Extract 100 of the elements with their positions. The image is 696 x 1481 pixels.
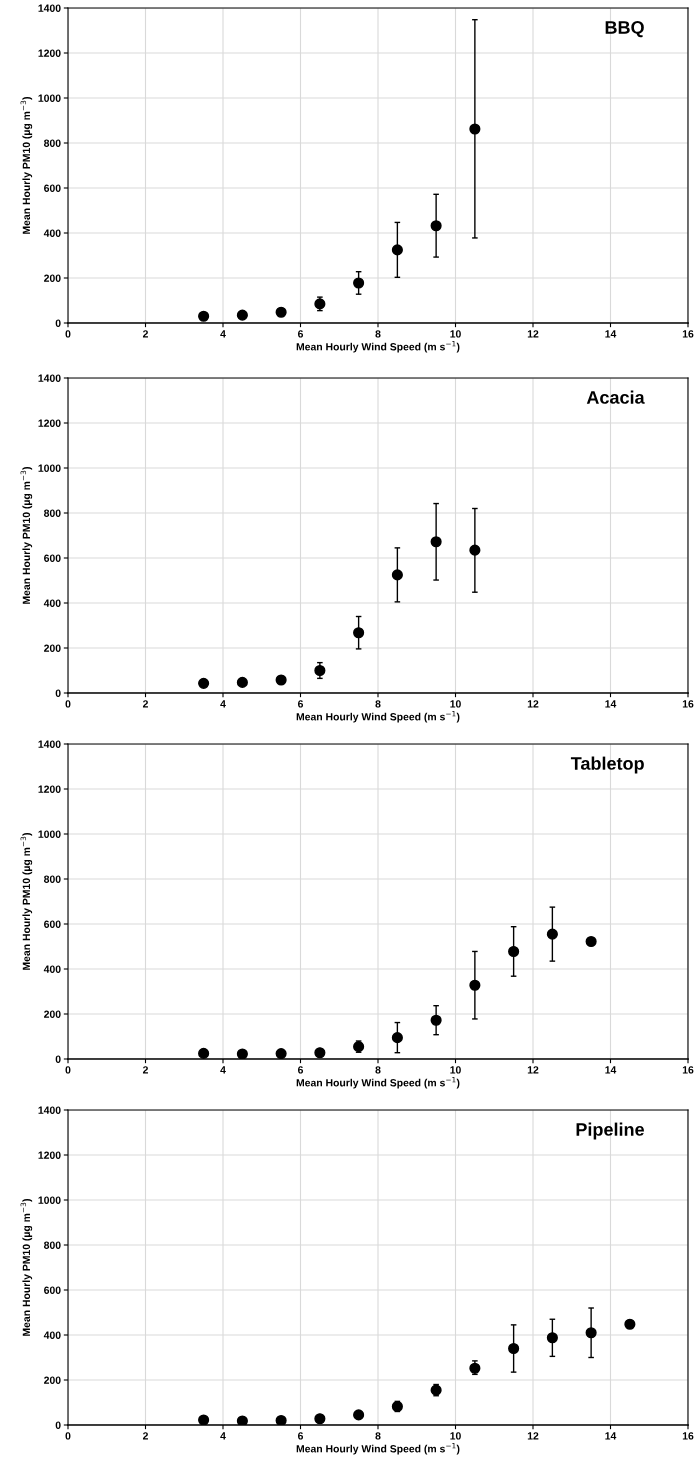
y-tick-label: 1000 (38, 830, 61, 838)
point (469, 979, 481, 991)
x-axis-title: Mean Hourly Wind Speed (m s$^{−1}$) (296, 341, 460, 353)
point (314, 1047, 326, 1059)
point (314, 1413, 326, 1425)
x-tick-label: 2 (142, 1066, 148, 1074)
point (624, 1318, 636, 1330)
y-tick-label: 1200 (38, 419, 61, 427)
x-tick-label: 8 (375, 1066, 381, 1074)
x-tick-label: 8 (375, 1432, 381, 1440)
x-tick-label: 6 (297, 1066, 304, 1074)
x-tick-label: 14 (605, 700, 617, 708)
point (585, 1327, 597, 1339)
y-tick-label: 400 (43, 1331, 61, 1339)
point (236, 1048, 248, 1059)
x-tick-label: 10 (450, 1432, 461, 1440)
y-tick-label: 600 (44, 920, 61, 928)
x-tick-label: 10 (450, 700, 461, 708)
x-tick-label: 0 (65, 1066, 71, 1074)
x-tick-label: 2 (142, 330, 148, 338)
x-tick-label: 2 (142, 700, 148, 708)
point (353, 277, 365, 289)
y-tick-label: 1400 (38, 374, 61, 382)
x-tick-label: 0 (65, 1432, 71, 1440)
point (430, 536, 442, 548)
point (469, 544, 481, 556)
y-axis-title: Mean Hourly PM10 (µg m$^{−3}$) (20, 96, 33, 234)
y-tick-label: 400 (43, 599, 61, 607)
point (508, 1342, 520, 1355)
point (546, 1332, 558, 1344)
text: Pipeline (576, 1122, 644, 1140)
x-tick-label: 12 (527, 330, 539, 338)
x-tick-label: 8 (375, 330, 381, 338)
x-tick-label: 14 (605, 1432, 617, 1440)
y-tick-label: 600 (44, 1286, 61, 1294)
x-tick-label: 4 (220, 1066, 226, 1074)
y-tick-label: 1000 (38, 1196, 61, 1204)
y-axis-title: Mean Hourly PM10 (µg m$^{−3}$) (20, 466, 33, 604)
y-tick-label: 1400 (38, 4, 61, 12)
point (508, 945, 520, 958)
x-tick-label: 16 (682, 1066, 694, 1074)
y-tick-label: 400 (43, 965, 61, 973)
text: BBQ (605, 21, 644, 38)
point (198, 1047, 210, 1059)
x-tick-label: 12 (527, 1066, 539, 1074)
x-axis-title: Mean Hourly Wind Speed (m s$^{−1}$) (296, 1077, 460, 1089)
y-tick-label: 800 (44, 1241, 61, 1249)
x-tick-label: 14 (605, 330, 617, 338)
point (236, 309, 248, 321)
y-tick-label: 400 (43, 229, 61, 237)
point (275, 1048, 287, 1059)
point (585, 935, 597, 948)
point (198, 1414, 210, 1425)
x-tick-label: 10 (450, 330, 461, 338)
point (391, 569, 403, 581)
x-tick-label: 0 (65, 700, 71, 708)
point (236, 1415, 248, 1425)
x-tick-label: 2 (142, 1432, 148, 1440)
y-tick-label: 1200 (38, 785, 61, 793)
y-tick-label: 0 (55, 1421, 61, 1429)
y-tick-label: 1200 (38, 1151, 61, 1159)
y-tick-label: 600 (44, 184, 61, 192)
y-tick-label: 1200 (38, 49, 61, 57)
y-tick-label: 0 (55, 1055, 61, 1063)
point (391, 1032, 403, 1044)
x-tick-label: 16 (682, 1432, 694, 1440)
text: Tabletop (570, 756, 644, 774)
x-tick-label: 6 (297, 700, 304, 708)
y-tick-label: 800 (44, 509, 61, 517)
x-tick-label: 10 (450, 1066, 461, 1074)
point (353, 627, 365, 639)
y-tick-label: 1000 (38, 94, 61, 102)
point (275, 306, 287, 318)
y-tick-label: 200 (44, 1376, 61, 1384)
x-tick-label: 6 (297, 330, 304, 338)
x-tick-label: 4 (220, 330, 226, 338)
x-tick-label: 14 (605, 1066, 617, 1074)
y-tick-label: 1400 (38, 740, 61, 748)
x-tick-label: 6 (297, 1432, 304, 1440)
x-axis-title: Mean Hourly Wind Speed (m s$^{−1}$) (296, 1443, 460, 1455)
x-tick-label: 12 (527, 700, 539, 708)
point (546, 928, 558, 940)
y-tick-label: 200 (44, 1010, 61, 1018)
point (198, 677, 210, 689)
y-tick-label: 0 (55, 689, 61, 697)
y-tick-label: 0 (55, 319, 61, 327)
x-tick-label: 8 (375, 700, 381, 708)
point (236, 676, 248, 688)
x-tick-label: 16 (682, 700, 694, 708)
y-tick-label: 800 (44, 875, 61, 883)
text: Acacia (586, 390, 645, 404)
y-axis-title: Mean Hourly PM10 (µg m$^{−3}$) (20, 832, 33, 970)
y-tick-label: 600 (44, 554, 61, 562)
x-tick-label: 16 (682, 330, 694, 338)
x-tick-label: 4 (220, 1432, 226, 1440)
point (430, 1014, 442, 1026)
point (353, 1409, 365, 1421)
y-tick-label: 1000 (38, 464, 61, 472)
x-tick-label: 0 (65, 330, 71, 338)
x-axis-title: Mean Hourly Wind Speed (m s$^{−1}$) (296, 711, 460, 723)
